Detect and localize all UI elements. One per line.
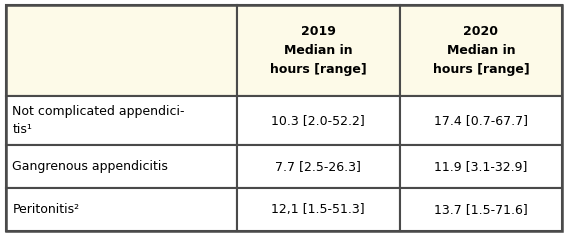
- Text: Not complicated appendici-
tis¹: Not complicated appendici- tis¹: [12, 105, 185, 136]
- Text: 2020
Median in
hours [range]: 2020 Median in hours [range]: [433, 25, 529, 76]
- Text: Gangrenous appendicitis: Gangrenous appendicitis: [12, 160, 168, 173]
- Bar: [6, 145, 237, 188]
- Text: 13.7 [1.5-71.6]: 13.7 [1.5-71.6]: [434, 203, 528, 216]
- Bar: [399, 145, 562, 188]
- Text: 11.9 [3.1-32.9]: 11.9 [3.1-32.9]: [434, 160, 528, 173]
- Bar: [399, 97, 562, 145]
- Bar: [237, 145, 399, 188]
- Bar: [399, 5, 562, 97]
- Bar: [399, 188, 562, 231]
- Bar: [6, 97, 237, 145]
- Text: 12,1 [1.5-51.3]: 12,1 [1.5-51.3]: [272, 203, 365, 216]
- Bar: [6, 5, 237, 97]
- Bar: [237, 5, 399, 97]
- Text: Peritonitis²: Peritonitis²: [12, 203, 80, 216]
- Text: 2019
Median in
hours [range]: 2019 Median in hours [range]: [270, 25, 366, 76]
- Text: 10.3 [2.0-52.2]: 10.3 [2.0-52.2]: [271, 114, 365, 127]
- Text: 7.7 [2.5-26.3]: 7.7 [2.5-26.3]: [275, 160, 361, 173]
- Text: 17.4 [0.7-67.7]: 17.4 [0.7-67.7]: [434, 114, 528, 127]
- Bar: [237, 97, 399, 145]
- Bar: [6, 188, 237, 231]
- Bar: [237, 188, 399, 231]
